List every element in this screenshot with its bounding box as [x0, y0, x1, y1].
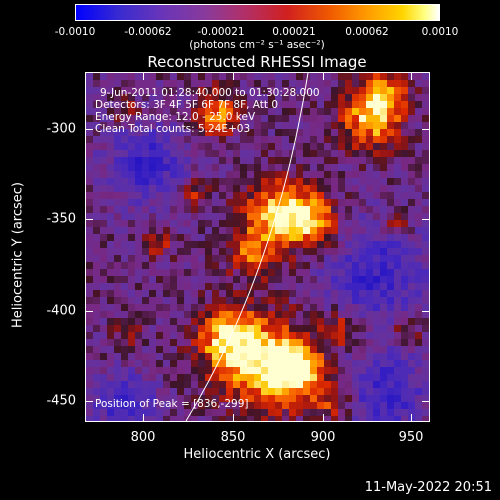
- annotation-peak: Position of Peak = [836,-299]: [95, 398, 249, 410]
- colorbar-tick-label: 0.00062: [345, 26, 389, 38]
- x-tick-label: 900: [310, 430, 336, 445]
- x-tick-label: 950: [398, 430, 424, 445]
- colorbar: [75, 4, 440, 21]
- annotation-clean: Clean Total counts: 5.24E+03: [95, 123, 251, 135]
- y-tick-label: -450: [46, 393, 76, 409]
- colorbar-tick-label: -0.0010: [54, 26, 96, 38]
- timestamp: 11-May-2022 20:51: [364, 480, 492, 495]
- plot-title: Reconstructed RHESSI Image: [147, 53, 367, 71]
- colorbar-tick-label: -0.00021: [197, 26, 245, 38]
- colorbar-units: (photons cm⁻² s⁻¹ asec⁻²): [189, 39, 325, 51]
- rhessi-image: [85, 72, 430, 422]
- colorbar-tick-label: 0.0010: [421, 26, 459, 38]
- x-tick-label: 800: [130, 430, 156, 445]
- y-tick-label: -300: [46, 121, 76, 137]
- axis-tick: [422, 311, 430, 312]
- annotation-detectors: Detectors: 3F 4F 5F 6F 7F 8F, Att 0: [95, 99, 279, 111]
- annotation-energy: Energy Range: 12.0 - 25.0 keV: [95, 111, 256, 123]
- axis-tick: [323, 414, 324, 422]
- axis-tick: [233, 414, 234, 422]
- axis-tick: [422, 401, 430, 402]
- axis-tick: [85, 401, 93, 402]
- solar-limb-line: [185, 73, 309, 421]
- y-tick-label: -400: [46, 303, 76, 319]
- image-canvas: [86, 73, 429, 421]
- axis-tick: [85, 311, 93, 312]
- axis-tick: [233, 72, 234, 80]
- colorbar-tick-label: 0.00021: [272, 26, 316, 38]
- axis-tick: [143, 414, 144, 422]
- axis-tick: [323, 72, 324, 80]
- axis-tick: [411, 72, 412, 80]
- axis-tick: [143, 72, 144, 80]
- annotation-time: 9-Jun-2011 01:28:40.000 to 01:30:28.000: [100, 87, 320, 99]
- axis-tick: [422, 219, 430, 220]
- axis-tick: [422, 129, 430, 130]
- y-tick-label: -350: [46, 211, 76, 227]
- axis-tick: [85, 129, 93, 130]
- x-axis-label: Heliocentric X (arcsec): [183, 447, 331, 462]
- axis-tick: [85, 219, 93, 220]
- x-tick-label: 850: [220, 430, 246, 445]
- y-axis-label: Heliocentric Y (arcsec): [10, 182, 26, 328]
- colorbar-tick-label: -0.00062: [124, 26, 172, 38]
- axis-tick: [411, 414, 412, 422]
